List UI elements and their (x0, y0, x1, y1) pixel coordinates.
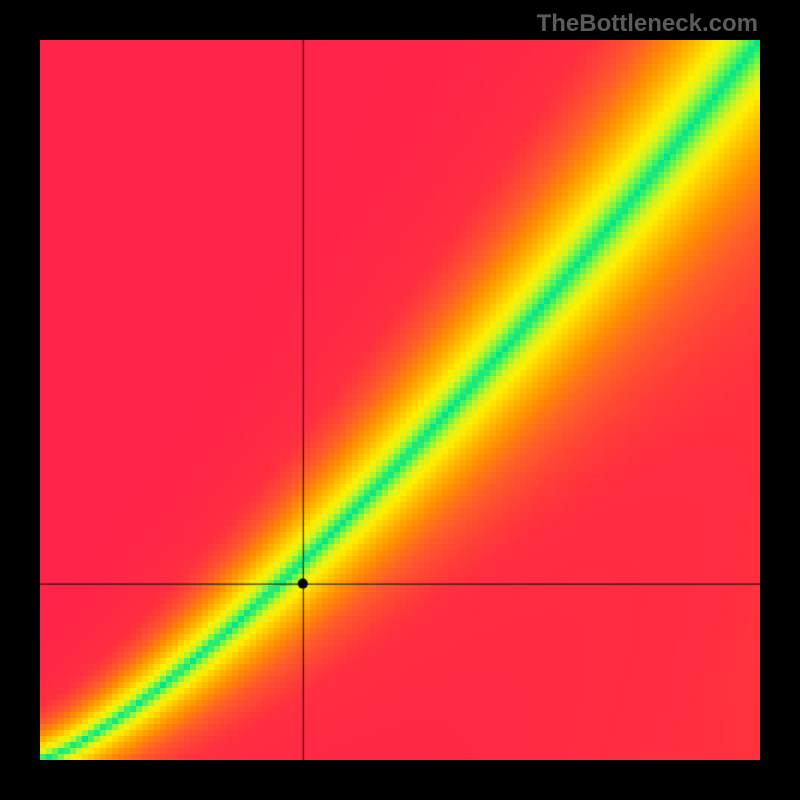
chart-container: TheBottleneck.com (0, 0, 800, 800)
bottleneck-heatmap (40, 40, 760, 760)
watermark-label: TheBottleneck.com (537, 10, 758, 38)
